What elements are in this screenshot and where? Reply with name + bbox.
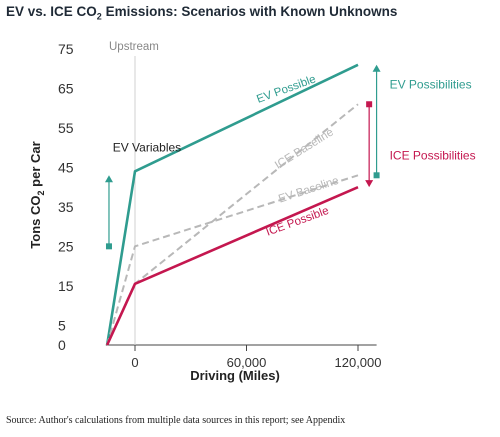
y-label-sub: 2	[36, 190, 46, 195]
series-label-ice-possible: ICE Possible	[265, 205, 331, 239]
annotation-arrow-head-1	[372, 64, 381, 72]
y-tick-label-6: 55	[58, 120, 74, 136]
y-label-post: per Car	[28, 141, 43, 190]
upstream-marker: Upstream	[109, 41, 159, 345]
x-tick-label-1: 60,000	[227, 355, 267, 370]
title-rest: Emissions: Scenarios with Known Unknowns	[101, 4, 398, 19]
annotation-arrow-tail-1	[373, 172, 380, 179]
y-axis-ticks: 0 5 15 25 35 45 55 65 75	[58, 41, 74, 353]
title-subscript: 2	[96, 11, 102, 22]
annotation-arrow-tail-2	[366, 101, 373, 108]
x-axis-label: Driving (Miles)	[190, 368, 280, 383]
series-label-ev-baseline: EV Baseline	[277, 175, 340, 206]
annotations: EV Variables EV Possibilities ICE Possibil…	[104, 64, 476, 250]
y-axis-label: Tons CO2 per Car	[28, 141, 46, 248]
x-tick-label-2: 120,000	[335, 355, 382, 370]
annotation-arrow-tail-0	[105, 243, 112, 250]
title-main: EV vs. ICE CO	[6, 4, 97, 19]
y-tick-label-3: 25	[58, 238, 74, 254]
annotation-label-2: ICE Possibilities	[390, 149, 476, 163]
series-line-ev-baseline	[106, 174, 359, 346]
y-tick-label-2: 15	[58, 278, 74, 294]
annotation-label-0: EV Variables	[113, 141, 181, 155]
y-tick-label-7: 65	[58, 80, 74, 96]
source-note: Source: Author's calculations from multi…	[6, 415, 346, 426]
series-label-ice-baseline: ICE Baseline	[273, 126, 336, 171]
series-line-ice-possible	[105, 185, 359, 346]
y-tick-label-1: 5	[58, 317, 66, 333]
x-axis-ticks: 0 60,000 120,000	[131, 345, 382, 370]
series-line-ev-possible	[105, 63, 359, 346]
annotation-arrow-head-2	[365, 180, 374, 188]
annotation-label-1: EV Possibilities	[390, 77, 472, 91]
annotation-arrow-head-0	[104, 175, 113, 183]
chart-title: EV vs. ICE CO2 Emissions: Scenarios with…	[6, 4, 397, 22]
y-label-pre: Tons CO	[28, 195, 43, 248]
x-tick-label-0: 0	[131, 355, 138, 370]
y-tick-label-8: 75	[58, 41, 74, 57]
y-tick-label-5: 45	[58, 159, 74, 175]
y-tick-label-4: 35	[58, 199, 74, 215]
upstream-label: Upstream	[109, 41, 159, 53]
y-tick-label-0: 0	[58, 337, 66, 353]
series-lines	[105, 63, 359, 346]
